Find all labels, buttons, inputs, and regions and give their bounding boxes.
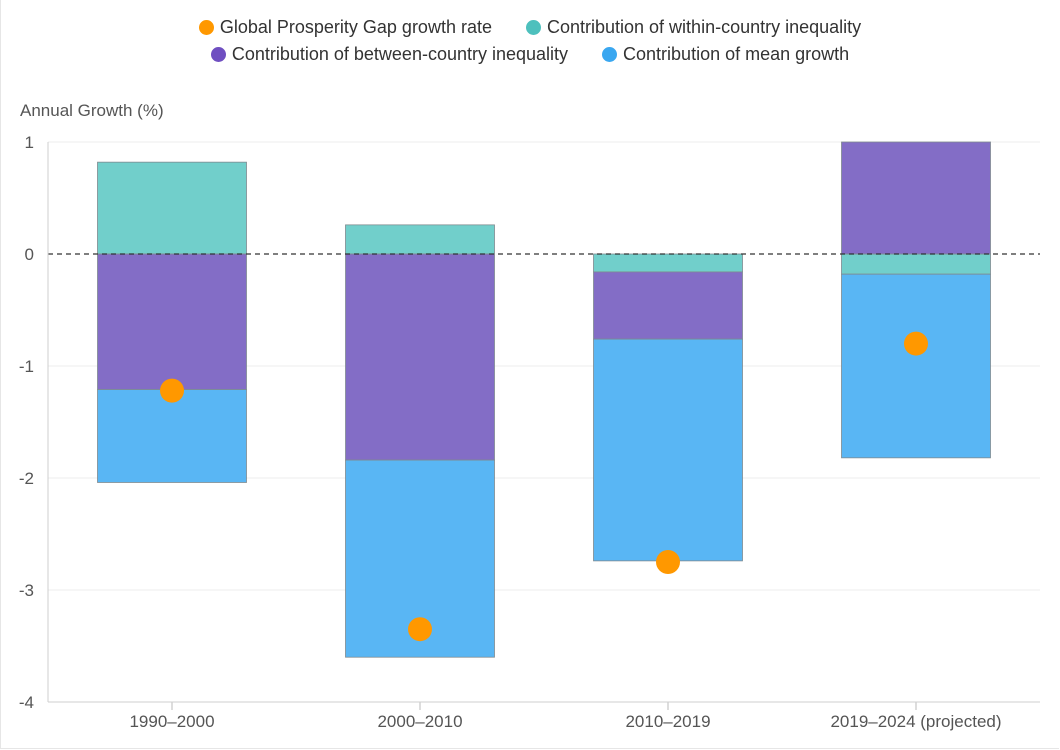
x-tick-label: 1990–2000: [129, 712, 214, 731]
gpg-rate-point[interactable]: [656, 550, 680, 574]
x-tick-label: 2019–2024 (projected): [830, 712, 1001, 731]
legend-row-1: Global Prosperity Gap growth rate Contri…: [0, 14, 1060, 41]
gpg-rate-point[interactable]: [160, 378, 184, 403]
bar-segment[interactable]: [841, 253, 991, 275]
legend-row-2: Contribution of between-country inequali…: [0, 41, 1060, 68]
y-axis-label: Annual Growth (%): [20, 101, 164, 120]
legend-swatch-mean-growth: [602, 47, 618, 62]
legend-swatch-gpg-rate: [198, 20, 214, 35]
bar-segment[interactable]: [345, 224, 495, 255]
legend-item-within-country[interactable]: Contribution of within-country inequalit…: [525, 17, 862, 38]
bar-segment[interactable]: [97, 253, 247, 390]
y-tick-label: 0: [25, 245, 34, 264]
legend-item-mean-growth[interactable]: Contribution of mean growth: [602, 44, 849, 65]
legend-label-gpg-rate: Global Prosperity Gap growth rate: [219, 17, 492, 37]
y-tick-label: 1: [25, 133, 34, 152]
bar-segment[interactable]: [97, 161, 247, 255]
bar-segment[interactable]: [345, 253, 495, 461]
legend-label-between-country: Contribution of between-country inequali…: [231, 44, 569, 64]
bar-segment[interactable]: [841, 273, 991, 459]
x-tick-label: 2010–2019: [625, 712, 710, 731]
legend: Global Prosperity Gap growth rate Contri…: [0, 14, 1060, 68]
legend-item-between-country[interactable]: Contribution of between-country inequali…: [210, 44, 569, 65]
y-tick-label: -4: [19, 693, 34, 712]
legend-swatch-between-country: [210, 47, 226, 62]
y-tick-label: -2: [19, 469, 34, 488]
bar-segment[interactable]: [593, 253, 743, 273]
x-tick-label: 2000–2010: [377, 712, 462, 731]
legend-label-within-country: Contribution of within-country inequalit…: [546, 17, 862, 37]
bar-segment[interactable]: [841, 141, 991, 255]
bar-segment[interactable]: [593, 271, 743, 340]
gpg-rate-point[interactable]: [408, 617, 432, 642]
legend-label-mean-growth: Contribution of mean growth: [623, 44, 850, 64]
bars-layer: [97, 141, 991, 658]
bar-segment[interactable]: [593, 338, 743, 562]
gpg-rate-point[interactable]: [904, 331, 928, 356]
points-layer: [160, 331, 928, 642]
legend-swatch-within-country: [525, 20, 541, 35]
bar-segment[interactable]: [97, 389, 247, 483]
axes-layer: 1 0 -1 -2 -3 -4 1990–2000 2000–2010 2010–2019 201…: [19, 133, 1040, 731]
y-tick-label: -3: [19, 581, 34, 600]
y-tick-label: -1: [19, 357, 34, 376]
legend-item-gpg-rate[interactable]: Global Prosperity Gap growth rate: [198, 17, 492, 38]
